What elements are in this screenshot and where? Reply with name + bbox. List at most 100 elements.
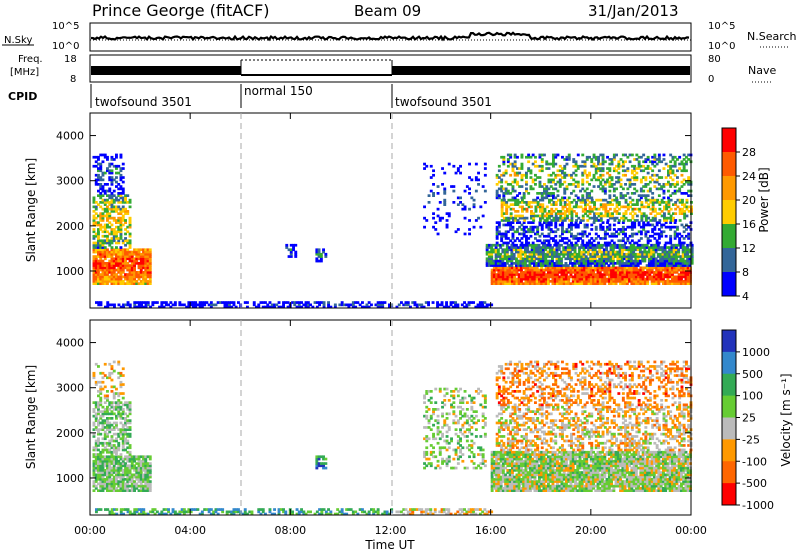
- power-cell: [148, 268, 152, 272]
- power-cell: [648, 223, 652, 227]
- power-y-tick-label: 1000: [56, 265, 84, 278]
- power-cell: [495, 275, 499, 279]
- power-cell: [688, 264, 692, 267]
- power-cell: [641, 250, 645, 254]
- velocity-cell: [142, 508, 146, 511]
- power-cell: [649, 198, 653, 202]
- velocity-cell: [106, 471, 109, 474]
- power-cell: [463, 305, 466, 309]
- power-cell: [557, 264, 561, 267]
- power-cell: [652, 257, 656, 261]
- power-cell: [108, 264, 112, 267]
- power-cell: [534, 214, 538, 218]
- power-cell: [424, 301, 428, 304]
- power-cell: [596, 275, 600, 279]
- power-cell: [128, 275, 132, 279]
- power-cell: [148, 250, 152, 254]
- power-cell: [411, 301, 415, 304]
- power-cell: [115, 164, 118, 168]
- power-cell: [115, 237, 118, 240]
- power-cell: [557, 219, 560, 222]
- velocity-cell: [115, 446, 118, 450]
- power-cell: [651, 155, 655, 159]
- power-cell: [644, 205, 648, 209]
- power-cell: [621, 282, 625, 285]
- power-cell: [540, 241, 544, 245]
- power-cell: [571, 280, 575, 283]
- power-cell: [561, 212, 565, 215]
- power-cell: [99, 219, 103, 222]
- power-cell: [652, 259, 656, 263]
- power-cell: [294, 250, 298, 254]
- power-cell: [541, 216, 545, 220]
- power-cell: [95, 301, 98, 304]
- velocity-cell: [257, 510, 261, 514]
- power-cell: [612, 228, 616, 231]
- power-cell: [681, 210, 684, 213]
- power-cell: [564, 248, 568, 252]
- power-cell: [160, 301, 164, 304]
- power-cell: [660, 210, 664, 213]
- power-cell: [673, 277, 677, 281]
- power-cell: [612, 275, 616, 279]
- power-cell: [133, 273, 136, 276]
- power-cell: [543, 196, 546, 200]
- power-cell: [533, 277, 537, 281]
- power-cell: [606, 212, 610, 215]
- velocity-cell: [94, 455, 98, 459]
- power-cell: [613, 198, 617, 202]
- power-cell: [642, 214, 646, 218]
- power-cell: [680, 192, 684, 195]
- power-cell: [528, 257, 532, 261]
- power-cell: [506, 277, 510, 281]
- power-cell: [99, 201, 103, 204]
- power-cell: [521, 252, 525, 256]
- power-cell: [530, 252, 534, 256]
- velocity-cell: [126, 482, 130, 486]
- power-cell: [558, 169, 562, 173]
- power-cell: [103, 246, 107, 249]
- velocity-cell: [95, 510, 98, 514]
- power-cell: [559, 210, 563, 213]
- power-cell: [585, 280, 589, 283]
- power-cell: [505, 252, 509, 256]
- power-cell: [593, 207, 596, 211]
- power-cell: [110, 252, 114, 256]
- power-cell: [589, 252, 593, 256]
- power-cell: [554, 183, 558, 186]
- velocity-cell: [144, 462, 148, 465]
- power-cell: [643, 255, 647, 258]
- cpid-segment-1: twofsound 3501: [95, 95, 192, 109]
- power-cell: [603, 241, 607, 245]
- velocity-cell: [103, 469, 107, 472]
- velocity-cell: [148, 462, 152, 465]
- power-cell: [536, 205, 540, 209]
- power-cell: [142, 275, 145, 279]
- power-cell: [406, 303, 410, 307]
- power-cell: [349, 303, 353, 307]
- power-cell: [614, 262, 617, 265]
- power-cell: [524, 252, 527, 256]
- power-cell: [602, 243, 606, 247]
- power-cell: [454, 303, 457, 307]
- velocity-cell: [128, 473, 132, 477]
- power-cell: [600, 262, 604, 265]
- velocity-cell: [196, 508, 200, 511]
- power-cell: [571, 255, 575, 258]
- power-cell: [485, 248, 489, 252]
- power-cell: [531, 180, 535, 184]
- power-cell: [589, 257, 593, 261]
- power-cell: [99, 183, 103, 186]
- power-cell: [601, 187, 605, 191]
- power-cell: [292, 243, 295, 247]
- power-cell: [563, 164, 567, 168]
- power-cell: [680, 280, 683, 283]
- power-cell: [497, 194, 501, 197]
- power-cell: [576, 239, 580, 243]
- velocity-cell: [126, 478, 130, 481]
- velocity-cell: [106, 428, 109, 431]
- power-cell: [319, 252, 323, 256]
- power-cell: [519, 250, 523, 254]
- power-cell: [612, 268, 616, 272]
- power-cell: [615, 176, 618, 179]
